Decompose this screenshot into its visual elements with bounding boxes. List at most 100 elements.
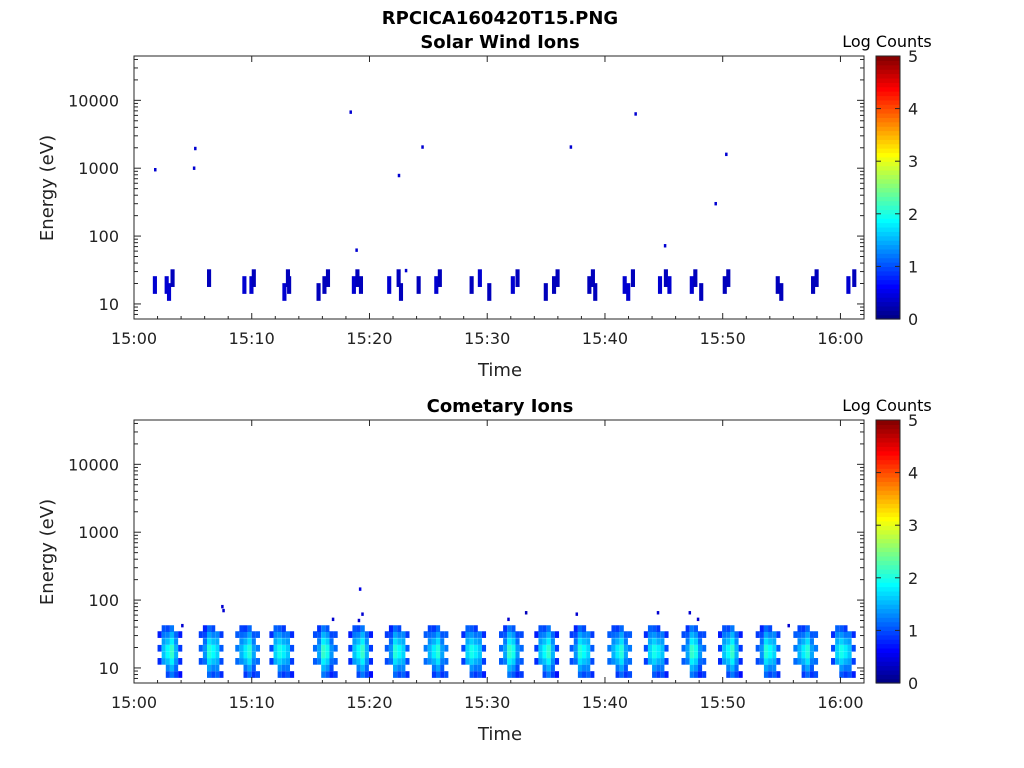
- spectrogram-cell: [165, 658, 170, 665]
- spectrogram-cell: [507, 671, 512, 678]
- spectrogram-cell: [325, 664, 330, 672]
- spectrogram-cell: [243, 664, 248, 672]
- spectrogram-cells: [152, 110, 857, 301]
- spectrogram-cell: [281, 651, 286, 659]
- colorbar-swatch: [876, 472, 900, 478]
- spectrogram-cell: [843, 638, 848, 645]
- spectrogram-cell: [569, 658, 574, 665]
- spectrogram-cell: [656, 631, 661, 638]
- spectrogram-cell: [215, 651, 220, 659]
- spectrogram-cell: [722, 658, 727, 665]
- spectrogram-cell: [542, 638, 547, 645]
- spectrogram-cell: [847, 644, 852, 652]
- spectrogram-cell: [507, 638, 512, 645]
- spectrogram-cell: [202, 651, 207, 659]
- colorbar-swatch: [876, 512, 900, 518]
- spectrogram-cell: [590, 269, 595, 287]
- spectrogram-cell: [251, 269, 256, 287]
- spectrogram-cell: [333, 644, 338, 652]
- spectrogram-cell: [515, 644, 520, 652]
- spectrogram-cell: [577, 631, 583, 638]
- spectrogram-cell: [215, 638, 220, 645]
- spectrogram-cell: [165, 638, 170, 645]
- colorbar-swatch: [876, 169, 900, 175]
- spectrogram-cell: [393, 631, 398, 638]
- spectrogram-cell: [169, 664, 175, 672]
- spectrogram-cell: [607, 658, 612, 665]
- spectrogram-cell: [847, 671, 852, 678]
- spectrogram-cell: [839, 625, 844, 632]
- spectrogram-cell: [207, 671, 212, 678]
- spectrogram-cell: [169, 658, 175, 665]
- spectrogram-cell: [507, 631, 512, 638]
- spectrogram-cell: [473, 638, 478, 645]
- spectrogram-cell: [161, 644, 166, 652]
- spectrogram-cell: [590, 658, 595, 665]
- x-tick-label: 15:00: [111, 693, 157, 712]
- spectrogram-cell: [401, 631, 406, 638]
- colorbar-tick-label: 1: [908, 621, 918, 640]
- colorbar-swatch: [876, 661, 900, 667]
- spectrogram-cell: [647, 625, 653, 632]
- spectrogram-cell: [730, 631, 735, 638]
- spectrogram-cell: [763, 644, 769, 652]
- spectrogram-cell: [477, 631, 482, 638]
- spectrogram-cell: [643, 658, 648, 665]
- colorbar-swatch: [876, 569, 900, 575]
- spectrogram-cell: [586, 664, 591, 672]
- spectrogram-cell: [444, 644, 449, 652]
- spectrogram-cell: [763, 671, 769, 678]
- spectrogram-cell: [321, 658, 326, 665]
- spectrogram-cell: [722, 644, 727, 652]
- colorbar-swatch: [876, 564, 900, 570]
- spectrogram-cell: [577, 664, 583, 672]
- cometary-y-ticks: 10 100 1000 10000: [68, 422, 864, 684]
- spectrogram-cell: [174, 644, 179, 652]
- spectrogram-cell: [329, 671, 334, 678]
- spectrogram-cell: [805, 631, 810, 638]
- spectrogram-cell: [499, 644, 504, 652]
- spectrogram-speck: [421, 145, 424, 149]
- spectrogram-cell: [465, 625, 470, 632]
- y-tick-label: 100: [88, 591, 119, 610]
- spectrogram-cell: [277, 631, 282, 638]
- spectrogram-cell: [401, 658, 406, 665]
- spectrogram-cell: [356, 631, 361, 638]
- spectrogram-cell: [726, 644, 731, 652]
- spectrogram-cell: [165, 625, 170, 632]
- spectrogram-cell: [243, 644, 248, 652]
- colorbar-swatch: [876, 647, 900, 653]
- spectrogram-cell: [801, 671, 806, 678]
- spectrogram-cell: [368, 631, 374, 638]
- spectrogram-cell: [397, 651, 402, 659]
- spectrogram-cell: [239, 638, 244, 645]
- y-tick-label: 10: [99, 295, 119, 314]
- spectrogram-cell: [243, 631, 248, 638]
- spectrogram-cell: [388, 651, 394, 659]
- spectrogram-cell: [352, 658, 357, 665]
- spectrogram-cell: [759, 638, 764, 645]
- spectrogram-cell: [577, 638, 583, 645]
- spectrogram-cell: [325, 671, 330, 678]
- spectrogram-cell: [734, 658, 739, 665]
- spectrogram-cell: [360, 625, 365, 632]
- spectrogram-cell: [465, 658, 470, 665]
- colorbar-tick-label: 1: [908, 257, 918, 276]
- spectrogram-cell: [440, 644, 445, 652]
- spectrogram-cell: [329, 631, 334, 638]
- spectrogram-cell: [611, 638, 616, 645]
- spectrogram-cell: [652, 625, 657, 632]
- spectrogram-cell: [397, 638, 402, 645]
- spectrogram-cell: [477, 644, 482, 652]
- colorbar-swatch: [876, 503, 900, 509]
- spectrogram-cell: [546, 644, 551, 652]
- x-tick-label: 15:50: [700, 693, 746, 712]
- spectrogram-cell: [734, 671, 739, 678]
- spectrogram-cell: [550, 638, 555, 645]
- spectrogram-cell: [507, 651, 512, 659]
- spectrogram-cell: [726, 671, 731, 678]
- spectrogram-cell: [763, 651, 769, 659]
- spectrogram-cell: [440, 631, 445, 638]
- spectrogram-cell: [685, 651, 690, 659]
- spectrogram-cell: [436, 625, 441, 632]
